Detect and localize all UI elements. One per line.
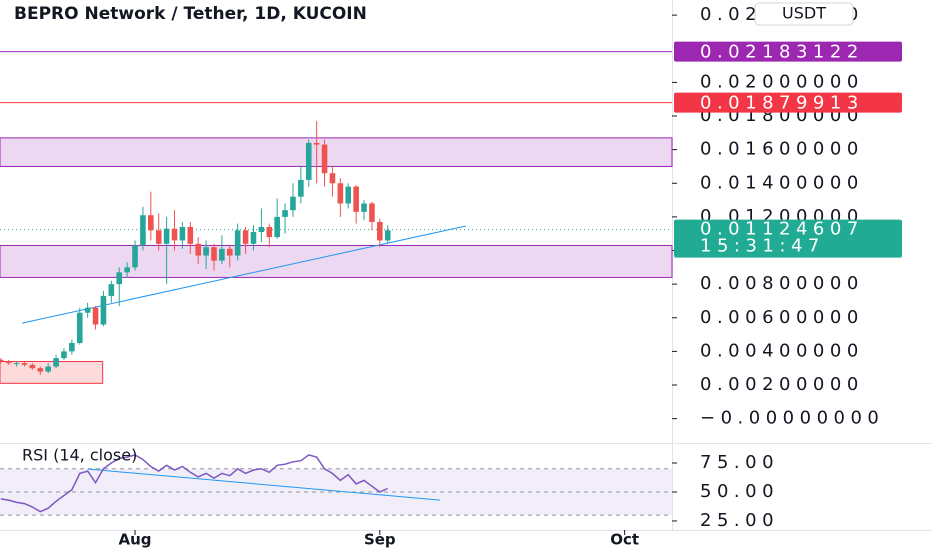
- y-tick-label: 0.02000000: [700, 71, 864, 92]
- chart-title: BEPRO Network / Tether, 1D, KUCOIN: [14, 4, 367, 24]
- candle-body: [242, 230, 249, 244]
- price-badge-label: 0.02183122: [700, 42, 864, 63]
- candle-body: [5, 361, 12, 364]
- price-badge: [674, 41, 902, 62]
- candle-body: [187, 226, 194, 244]
- zone: [0, 244, 673, 278]
- currency-label: USDT: [782, 4, 826, 23]
- rsi-title: RSI (14, close): [22, 446, 137, 465]
- candle-body: [53, 358, 59, 367]
- candle-body: [108, 284, 115, 296]
- candle-body: [361, 203, 367, 212]
- candle-body: [290, 196, 296, 211]
- candle-body: [132, 245, 138, 268]
- last-price-badge: [674, 219, 902, 258]
- candle-body: [163, 228, 170, 244]
- candle-body: [0, 359, 4, 362]
- candle-body: [377, 221, 383, 241]
- price-badge-label: 0.01879913: [700, 93, 864, 114]
- rsi-y-tick-label: 75.00: [700, 452, 779, 473]
- candle-body: [155, 230, 162, 244]
- candle-body: [282, 210, 288, 217]
- candle-body: [305, 142, 312, 180]
- rsi-trend-line: [87, 468, 440, 501]
- y-tick-label: 0.00800000: [700, 273, 864, 294]
- candle-body: [384, 230, 391, 241]
- candle-body: [353, 186, 359, 212]
- x-tick-label: Oct: [610, 531, 639, 549]
- zone: [0, 360, 104, 384]
- candle-body: [274, 216, 280, 238]
- rsi-line: [0, 454, 389, 513]
- candle-body: [116, 272, 123, 285]
- rsi-y-tick-label: 25.00: [700, 510, 779, 531]
- y-tick-label: 0.01600000: [700, 139, 864, 160]
- candle-body: [369, 203, 375, 222]
- candle-body: [140, 215, 146, 246]
- currency-badge: [754, 2, 854, 26]
- candle-body: [179, 226, 186, 241]
- candle-body: [76, 312, 83, 343]
- candle-body: [37, 368, 44, 372]
- candle-body: [321, 144, 328, 174]
- candle-body: [21, 363, 28, 365]
- candle-body: [258, 226, 265, 233]
- y-tick-label: 0.00400000: [700, 340, 864, 361]
- candle-body: [226, 248, 233, 256]
- x-tick-label: Sep: [364, 531, 396, 549]
- candle-body: [211, 247, 217, 261]
- candle-body: [195, 243, 202, 256]
- countdown-label: 15:31:47: [700, 236, 825, 257]
- y-tick-label: 0.00600000: [700, 307, 864, 328]
- candle-body: [100, 295, 107, 325]
- candle-body: [45, 366, 51, 372]
- candle-body: [337, 183, 344, 204]
- candle-body: [219, 248, 225, 261]
- candle-body: [250, 232, 257, 244]
- zone: [0, 137, 673, 167]
- x-tick-label: Aug: [119, 531, 152, 549]
- candle-body: [234, 230, 241, 256]
- candle-body: [69, 342, 75, 352]
- candle-body: [313, 142, 320, 145]
- last-price-label: 0.01124607: [700, 219, 864, 240]
- candle-body: [124, 267, 130, 273]
- candle-body: [92, 307, 99, 325]
- candle-body: [84, 307, 91, 313]
- candle-body: [171, 228, 178, 241]
- y-tick-label: 0.00200000: [700, 374, 864, 395]
- candle-body: [61, 351, 67, 359]
- price-badge: [674, 92, 902, 113]
- trend-line: [22, 225, 467, 324]
- candle-body: [29, 364, 36, 369]
- rsi-y-tick-label: 50.00: [700, 481, 779, 502]
- candle-body: [329, 173, 336, 184]
- candle-body: [203, 247, 209, 256]
- y-tick-label: 0.01400000: [700, 172, 864, 193]
- candle-body: [13, 363, 20, 365]
- candle-body: [345, 186, 352, 204]
- candle-body: [298, 179, 304, 197]
- y-tick-label: −0.00000000: [700, 408, 884, 429]
- candle-body: [148, 215, 154, 231]
- candle-body: [266, 226, 273, 238]
